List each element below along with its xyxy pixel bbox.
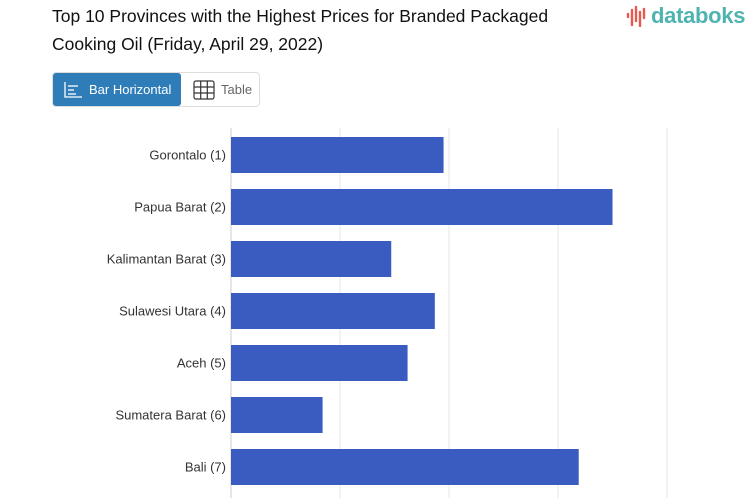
databoks-logo[interactable]: databoks: [626, 3, 745, 29]
chart-title: Top 10 Provinces with the Highest Prices…: [52, 6, 549, 54]
view-toggle: Bar Horizontal Table: [52, 72, 260, 107]
category-label: Gorontalo (1): [149, 148, 226, 163]
category-label: Sulawesi Utara (4): [119, 304, 226, 319]
category-label: Papua Barat (2): [134, 200, 226, 215]
category-label: Aceh (5): [177, 356, 226, 371]
table-button[interactable]: Table: [181, 73, 252, 106]
logo-text: databoks: [651, 3, 746, 28]
category-label: Kalimantan Barat (3): [107, 252, 226, 267]
bar[interactable]: [231, 449, 579, 485]
bar[interactable]: [231, 397, 323, 433]
category-label: Bali (7): [185, 460, 226, 475]
bar[interactable]: [231, 345, 408, 381]
logo-mark-icon: [626, 5, 646, 27]
bar[interactable]: [231, 189, 613, 225]
bar[interactable]: [231, 137, 444, 173]
category-label: Sumatera Barat (6): [115, 408, 226, 423]
bar-horizontal-button[interactable]: Bar Horizontal: [53, 73, 181, 106]
bar-horizontal-label: Bar Horizontal: [89, 82, 172, 97]
bar-chart-icon: [64, 81, 82, 98]
bar[interactable]: [231, 241, 392, 277]
bar[interactable]: [231, 293, 435, 329]
table-icon: [193, 79, 215, 100]
table-label: Table: [221, 82, 253, 97]
